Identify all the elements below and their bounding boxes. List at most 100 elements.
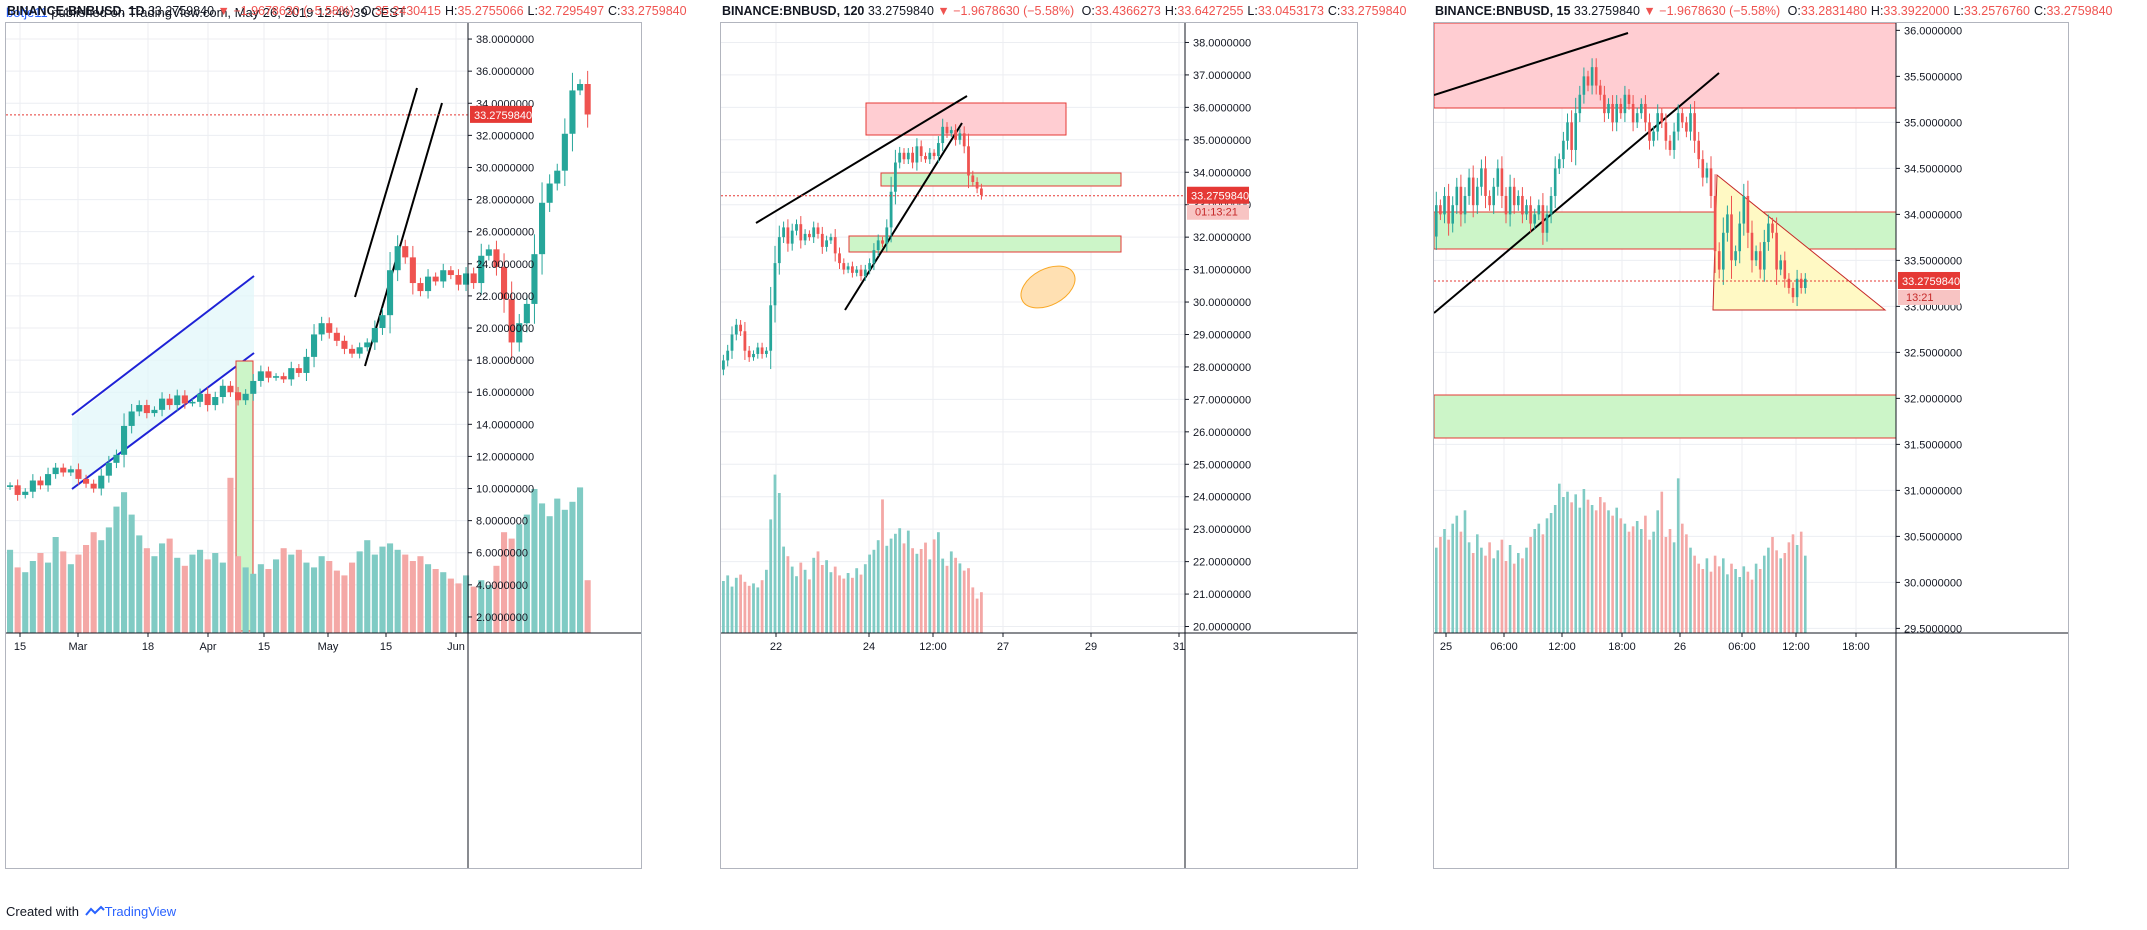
volume-bar <box>356 551 363 633</box>
tradingview-link[interactable]: TradingView <box>104 904 177 919</box>
candle-body <box>795 224 798 231</box>
price-label: 33.2759840 13:21 <box>1898 271 1960 305</box>
ohlc-value: 35.2430415 <box>374 4 441 18</box>
volume-bar <box>75 554 82 633</box>
candle-body <box>136 405 143 412</box>
candle-body <box>1635 113 1639 123</box>
volume-bar <box>280 548 287 633</box>
candle-body <box>1660 113 1664 123</box>
y-tick-label: 34.0000000 <box>1904 209 1962 221</box>
author-link[interactable]: botje11 <box>6 5 48 20</box>
ohlc-label: L: <box>1953 4 1964 18</box>
candle-body <box>756 347 760 354</box>
y-tick-label: 34.5000000 <box>1904 163 1962 175</box>
candle-body <box>584 84 591 115</box>
candle-body <box>1779 260 1782 270</box>
price-label-text: 33.2759840 <box>1191 191 1249 203</box>
candle-body <box>478 255 485 284</box>
volume-bar <box>1586 499 1590 633</box>
candle-body <box>980 188 983 195</box>
volume-bar <box>911 548 914 633</box>
volume-bar <box>1574 494 1577 633</box>
candle-body <box>881 240 884 244</box>
volume-bar <box>90 532 97 633</box>
volume-bar <box>1791 534 1795 633</box>
candle-body <box>906 152 910 160</box>
volume-bar <box>288 554 295 633</box>
ohlc-label: H: <box>1164 4 1178 18</box>
candles <box>722 118 983 376</box>
candle-body <box>1754 251 1758 261</box>
volume-bar <box>402 554 409 633</box>
candle-body <box>1582 76 1586 95</box>
countdown-box <box>1898 289 1960 305</box>
candle-body <box>356 347 363 354</box>
candle-body <box>1758 251 1762 270</box>
volume-bar <box>1566 491 1569 633</box>
candle-body <box>1631 103 1635 123</box>
volume-bar <box>730 586 734 633</box>
candle-body <box>851 266 854 273</box>
candle-body <box>1603 94 1606 114</box>
volume-bar <box>937 532 940 633</box>
volume-bar <box>1726 574 1729 633</box>
candle-body <box>928 152 932 160</box>
x-tick-label: 12:00 <box>1548 641 1576 653</box>
volume-bar <box>919 549 923 633</box>
candle-body <box>121 425 128 455</box>
candle-body <box>326 323 333 333</box>
candle-body <box>855 269 859 273</box>
candle-body <box>7 485 14 487</box>
volume-bar <box>915 553 919 633</box>
candle-body <box>786 227 790 244</box>
chart-panel-daily[interactable]: BINANCE:BNBUSD, 1D 33.2759840 ▼ −1.96786… <box>5 4 687 869</box>
volume-bar <box>1558 483 1561 633</box>
x-tick-label: Apr <box>199 641 216 653</box>
volume-bar <box>174 557 181 633</box>
candle-body <box>561 133 568 171</box>
volume-bar <box>1615 507 1618 633</box>
y-tick-label: 36.0000000 <box>1904 25 1962 37</box>
chart-panel-15[interactable]: BINANCE:BNBUSD, 15 33.2759840 ▼ −1.96786… <box>1433 4 2113 869</box>
ohlc-label: L: <box>527 4 538 18</box>
y-tick-label: 25.0000000 <box>1193 459 1251 471</box>
candle-body <box>98 475 105 489</box>
x-tick-label: 25 <box>1440 641 1452 653</box>
x-tick-label: Mar <box>69 641 88 653</box>
candle-body <box>829 237 833 241</box>
volume-bars <box>7 477 591 633</box>
candle-body <box>846 266 850 270</box>
support-zone-lower <box>848 235 1122 253</box>
ohlc-label: L: <box>1247 4 1258 18</box>
candle-body <box>265 371 272 378</box>
y-tick-label: 35.5000000 <box>1904 71 1962 83</box>
price-label-text: 33.2759840 <box>474 110 532 122</box>
candle-body <box>523 303 530 324</box>
price-change: ▼ −1.9678630 (−5.58%) <box>217 4 358 18</box>
candle-body <box>455 275 462 285</box>
symbol-line: BINANCE:BNBUSD, 15 33.2759840 ▼ −1.96786… <box>1435 2 2113 20</box>
volume-bar <box>1447 539 1450 633</box>
volume-bar <box>341 575 348 633</box>
candle-body <box>303 356 310 373</box>
volume-bar <box>975 598 979 633</box>
y-tick-label: 37.0000000 <box>1193 70 1251 82</box>
last-price: 33.2759840 <box>867 4 938 18</box>
volume-bar <box>1570 502 1573 633</box>
channel-lower-line <box>71 352 255 490</box>
candle-body <box>902 152 906 160</box>
candle-body <box>937 143 940 157</box>
volume-bar <box>842 578 846 633</box>
ohlc-value: 33.6427255 <box>1177 4 1244 18</box>
candle-body <box>14 485 21 495</box>
volume-bar <box>425 564 432 633</box>
volume-bar <box>45 562 52 633</box>
candle-body <box>1746 195 1750 233</box>
candle-body <box>1615 103 1618 123</box>
x-tick-label: 22 <box>770 641 782 653</box>
countdown-text: 01:13:21 <box>1195 207 1238 219</box>
ohlc-value: 33.4366273 <box>1094 4 1161 18</box>
chart-panel-120[interactable]: BINANCE:BNBUSD, 120 33.2759840 ▼ −1.9678… <box>720 4 1406 869</box>
candle-body <box>1484 168 1487 196</box>
volume-bar <box>1664 537 1668 633</box>
